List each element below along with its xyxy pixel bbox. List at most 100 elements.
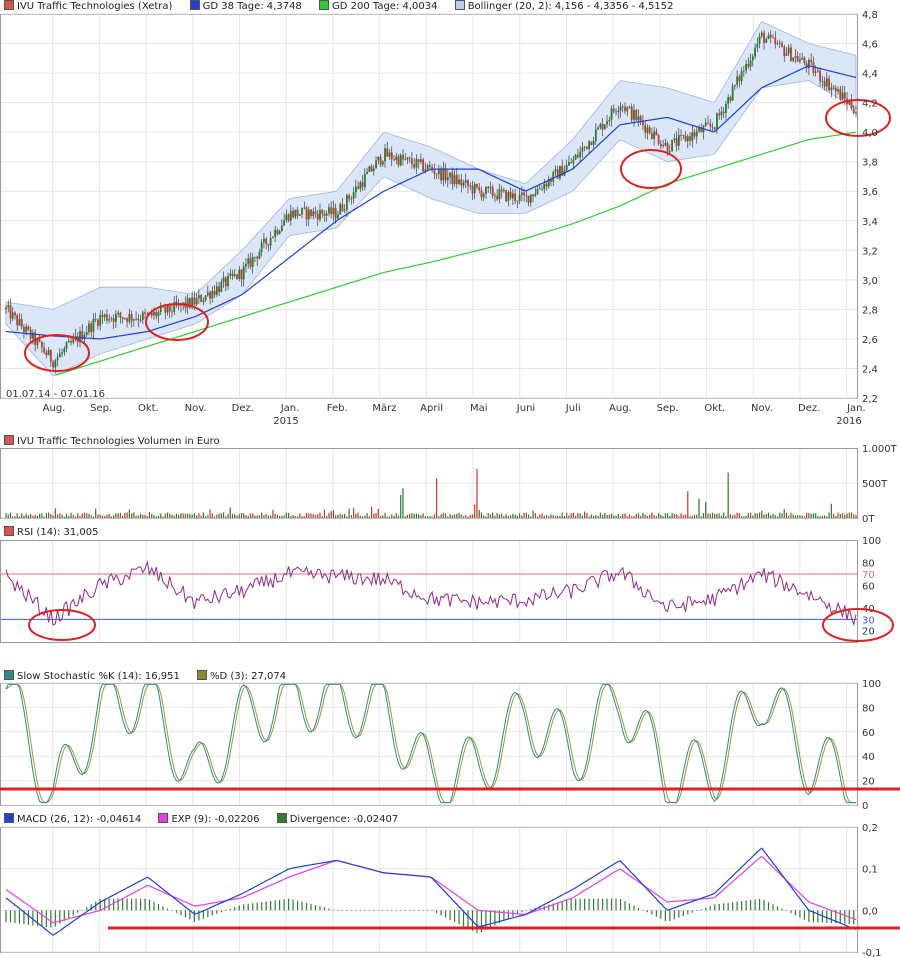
candle-body <box>568 162 570 166</box>
volume-bar <box>370 506 373 518</box>
stoch-tick-label: 20 <box>862 777 875 788</box>
divergence-bar <box>498 910 501 924</box>
divergence-bar <box>687 910 689 915</box>
volume-bar <box>527 514 530 518</box>
volume-bar <box>16 513 18 518</box>
volume-bar <box>23 515 25 518</box>
candle-body <box>247 258 250 264</box>
candle-body <box>758 36 761 44</box>
legend-rsi: RSI (14): 31,005 <box>17 527 99 538</box>
macd-tick-label: 0,2 <box>862 823 878 834</box>
divergence-bar <box>507 910 509 919</box>
candle-body <box>139 320 142 321</box>
volume-bar <box>615 515 617 518</box>
candle-body <box>442 168 445 181</box>
divergence-bar <box>673 910 675 920</box>
volume-bar <box>729 514 732 518</box>
volume-bar <box>532 510 534 518</box>
legend-exp: EXP (9): -0,02206 <box>171 814 260 825</box>
divergence-bar <box>216 910 218 914</box>
candle-body <box>310 209 312 217</box>
volume-bar <box>554 516 557 518</box>
volume-bar <box>743 516 745 518</box>
volume-bar <box>635 514 637 518</box>
volume-bar <box>344 513 346 518</box>
volume-bar <box>276 514 278 518</box>
volume-bar <box>696 514 698 518</box>
candle-body <box>626 107 629 112</box>
volume-bar <box>667 513 669 518</box>
volume-bar <box>65 513 68 518</box>
candle-body <box>123 318 126 320</box>
candle-body <box>718 113 721 116</box>
divergence-bar <box>427 910 429 911</box>
candle-body <box>420 159 422 162</box>
month-label: Mai <box>470 403 488 414</box>
candle-body <box>9 305 12 319</box>
divergence-bar <box>516 910 518 915</box>
volume-bar <box>155 516 157 518</box>
volume-bar <box>18 516 21 518</box>
candle-body <box>213 291 216 295</box>
volume-bar <box>835 515 837 518</box>
volume-bar <box>561 512 563 518</box>
candle-body <box>435 173 438 175</box>
volume-bar <box>447 516 449 518</box>
volume-bar <box>234 514 236 518</box>
legend-swatch <box>4 0 14 10</box>
volume-bar <box>14 516 16 518</box>
divergence-bar <box>422 910 424 911</box>
month-label: März <box>372 403 396 414</box>
volume-bar <box>368 516 370 518</box>
candle-body <box>603 124 606 130</box>
candle-body <box>446 177 449 181</box>
volume-bar <box>651 512 653 518</box>
volume-bar <box>799 515 801 518</box>
divergence-bar <box>736 901 738 911</box>
volume-bar <box>74 516 77 518</box>
candle-body <box>63 348 66 353</box>
candle-body <box>150 312 153 316</box>
volume-bar <box>406 514 409 518</box>
candle-body <box>215 286 218 295</box>
candle-body <box>43 347 46 353</box>
volume-bar <box>393 515 395 518</box>
divergence-bar <box>247 903 249 911</box>
candle-body <box>56 357 59 361</box>
candle-body <box>541 188 543 190</box>
candle-body <box>751 56 754 61</box>
volume-bar <box>411 513 413 518</box>
volume-bar <box>61 514 63 518</box>
candle-body <box>280 225 283 231</box>
candle-body <box>599 123 602 128</box>
divergence-bar <box>18 910 21 924</box>
divergence-bar <box>682 910 684 916</box>
candle-body <box>289 210 292 221</box>
volume-bar <box>610 513 613 518</box>
candle-body <box>731 86 734 101</box>
divergence-bar <box>229 908 231 911</box>
volume-bar <box>312 514 314 518</box>
candle-body <box>834 87 837 92</box>
divergence-bar <box>552 903 554 911</box>
candle-body <box>97 319 99 326</box>
volume-bar <box>337 514 339 518</box>
volume-bar <box>323 509 326 518</box>
divergence-bar <box>184 910 187 918</box>
volume-bar <box>763 514 765 518</box>
legend-swatch <box>276 813 287 823</box>
volume-bar <box>846 513 848 518</box>
volume-bar <box>698 498 700 518</box>
volume-bar <box>151 513 153 518</box>
divergence-bar <box>646 910 649 913</box>
volume-bar <box>801 515 803 518</box>
volume-bar <box>501 513 503 518</box>
volume-bar <box>752 515 754 518</box>
candle-body <box>787 47 790 54</box>
month-label: Nov. <box>185 403 207 414</box>
volume-bar <box>449 514 451 518</box>
divergence-bar <box>584 898 586 911</box>
divergence-bar <box>386 910 388 911</box>
volume-bar <box>119 512 121 518</box>
volume-bar <box>256 515 258 518</box>
